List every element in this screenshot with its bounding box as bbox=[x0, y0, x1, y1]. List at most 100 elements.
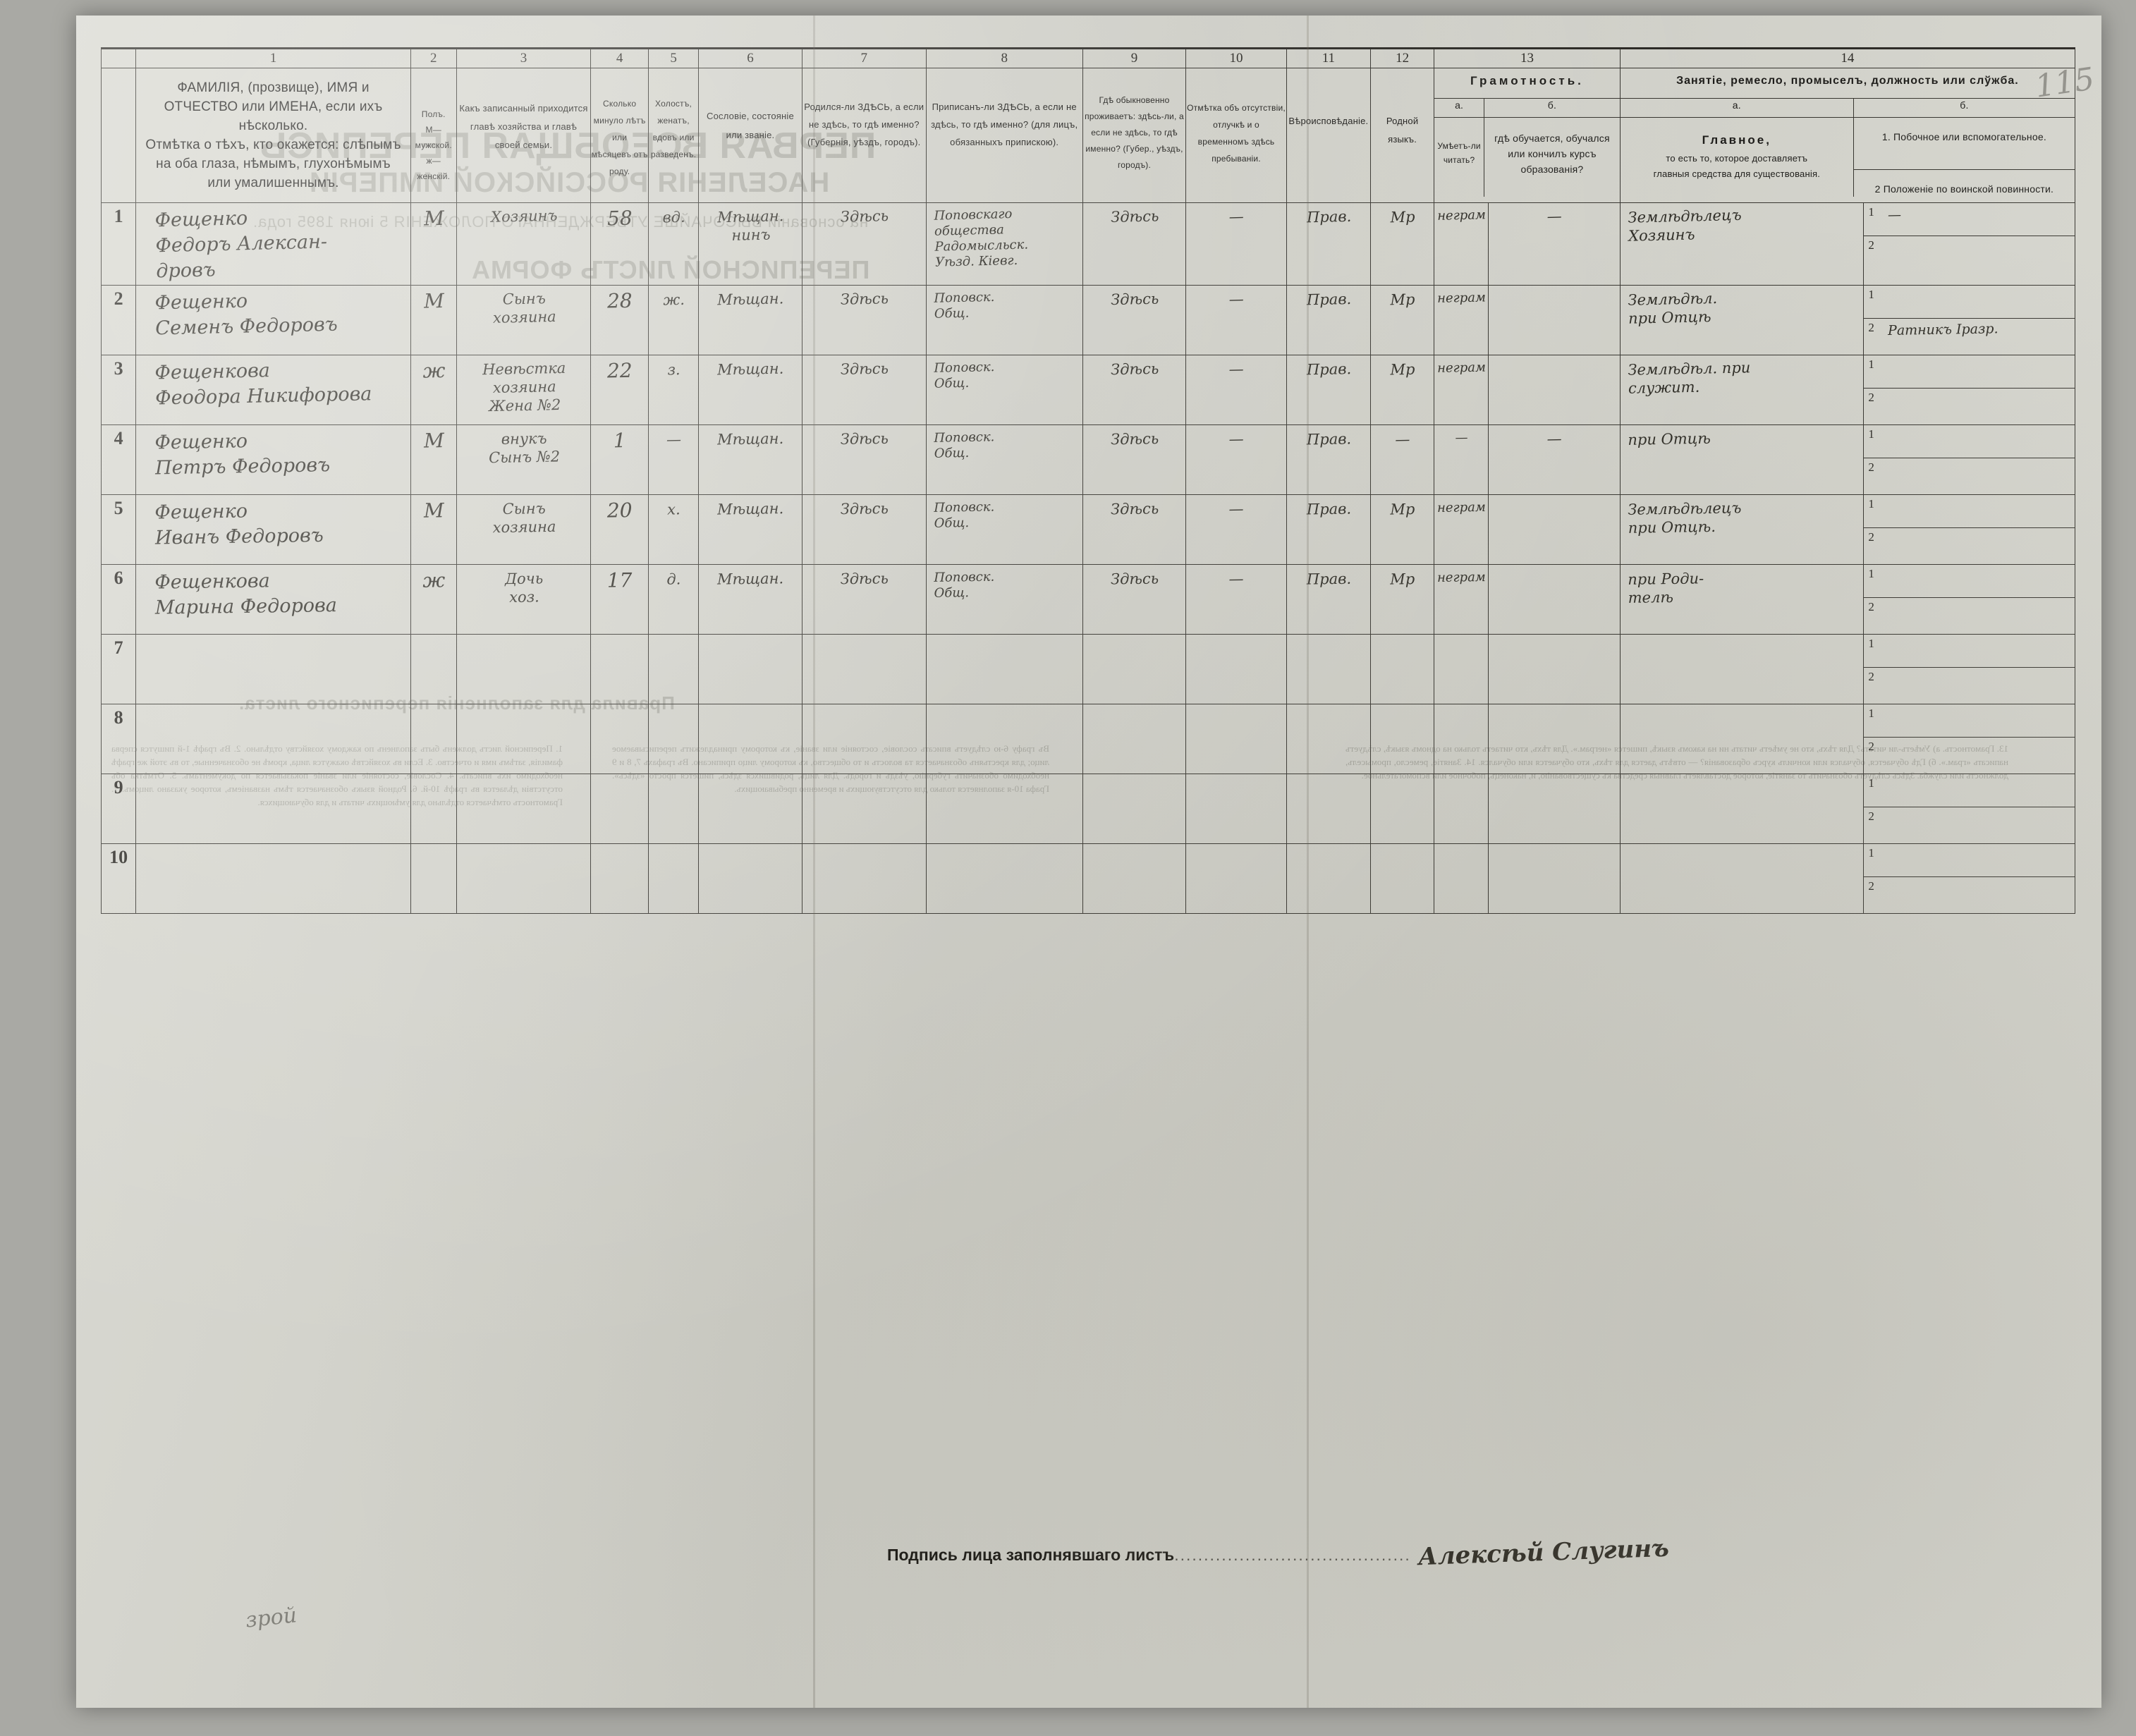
signature-dots: ........................................ bbox=[1174, 1546, 1411, 1564]
cell-religion: Прав. bbox=[1286, 424, 1372, 495]
cell-relation: внукъ Сынъ №2 bbox=[456, 424, 592, 495]
cell-age-value bbox=[591, 704, 648, 710]
cell-religion bbox=[1286, 704, 1372, 774]
census-table: 1 2 3 4 5 6 7 8 9 10 11 12 13 14 ФАМИЛІЯ… bbox=[100, 47, 2076, 914]
cell-absence: — bbox=[1185, 494, 1287, 565]
cell-occupation-aux: 1 bbox=[1864, 774, 2075, 807]
cell-absence-value: — bbox=[1228, 500, 1245, 518]
cell-estate bbox=[698, 704, 802, 774]
cell-ascribed-value bbox=[927, 703, 1082, 710]
cell-occupation-main bbox=[1619, 704, 1865, 774]
cell-estate bbox=[698, 843, 802, 914]
cell-ascribed-value: Поповскаго общества Радомысльск. Уѣзд. К… bbox=[933, 207, 1029, 270]
cell-estate bbox=[698, 634, 802, 704]
cell-occupation-main: Землѣдѣл. при служит. bbox=[1619, 355, 1865, 425]
cell-occupation-main: Землѣдѣлецъ Хозяинъ bbox=[1619, 202, 1865, 286]
cell-occupation-main bbox=[1619, 843, 1865, 914]
colnum-5: 5 bbox=[647, 47, 700, 68]
cell-name-value: Фещенко Иванъ Федоровъ bbox=[154, 500, 324, 549]
cell-relation: Невѣстка хозяина Жена №2 bbox=[456, 355, 592, 425]
cell-occupation-aux-value bbox=[1864, 632, 2075, 639]
cell-absence: — bbox=[1185, 285, 1287, 355]
colnum-11: 11 bbox=[1286, 47, 1372, 68]
cell-language: — bbox=[1370, 424, 1435, 495]
table-row: 2 Фещенко Семенъ Федоровъ М Сынъ хозяина 28 ж… bbox=[100, 283, 2075, 355]
cell-resides bbox=[1082, 634, 1187, 704]
cell-relation: Хозяинъ bbox=[456, 202, 592, 286]
cell-literacy-school-value: — bbox=[1546, 207, 1563, 225]
cell-occupation-main bbox=[1619, 634, 1865, 704]
header-col12: Родной языкъ. bbox=[1370, 68, 1435, 203]
cell-relation-value: Дочь хоз. bbox=[504, 570, 544, 606]
cell-resides: Здѣсь bbox=[1082, 355, 1187, 425]
cell-estate-value: Мѣщан. bbox=[717, 570, 784, 588]
cell-sex-value bbox=[411, 774, 456, 780]
cell-absence: — bbox=[1185, 202, 1287, 286]
military-index-label: 2 bbox=[1868, 809, 1874, 823]
colnum-6: 6 bbox=[698, 47, 802, 68]
colnum-9: 9 bbox=[1082, 47, 1187, 68]
cell-language: Мр bbox=[1370, 564, 1435, 635]
cell-age: 17 bbox=[590, 564, 649, 635]
cell-absence: — bbox=[1185, 564, 1287, 635]
cell-ascribed bbox=[925, 843, 1083, 914]
census-sheet: ПЕРВАЯ ВСЕОБЩАЯ ПЕРЕПИСЬ НАСЕЛЕНІЯ РОССІ… bbox=[76, 16, 2101, 1708]
cell-ascribed: Поповск. Общ. bbox=[925, 494, 1083, 565]
aux-index-label: 1 bbox=[1868, 707, 1874, 720]
cell-language-value bbox=[1371, 634, 1434, 640]
header-rownum bbox=[100, 68, 137, 203]
cell-resides bbox=[1082, 843, 1187, 914]
cell-language-value: Мр bbox=[1390, 291, 1415, 309]
cell-military: 2 bbox=[1864, 877, 2075, 910]
cell-sex bbox=[410, 704, 457, 774]
cell-religion-value: Прав. bbox=[1306, 360, 1352, 379]
cell-language-value: Мр bbox=[1390, 501, 1415, 518]
colnum-2: 2 bbox=[410, 47, 457, 68]
cell-occupation-aux-value bbox=[1864, 283, 2075, 290]
cell-sex: ж bbox=[410, 564, 457, 635]
cell-marital-value bbox=[649, 843, 698, 850]
header-col14-group: Занятіе, ремесло, промыселъ, должность и… bbox=[1619, 68, 2076, 203]
cell-occupation-aux: 1 bbox=[1864, 844, 2075, 877]
cell-literacy-school bbox=[1488, 774, 1621, 844]
cell-resides bbox=[1082, 704, 1187, 774]
cell-born bbox=[801, 774, 927, 844]
cell-sex bbox=[410, 774, 457, 844]
aux-index-label: 1 bbox=[1868, 427, 1874, 441]
cell-name bbox=[135, 774, 411, 844]
cell-born: Здѣсь bbox=[801, 355, 927, 425]
cell-born bbox=[801, 634, 927, 704]
cell-age: 20 bbox=[590, 494, 649, 565]
cell-resides-value bbox=[1083, 774, 1186, 780]
cell-relation-value bbox=[457, 703, 591, 710]
cell-ascribed: Поповск. Общ. bbox=[925, 564, 1083, 635]
cell-absence-value: — bbox=[1228, 570, 1244, 588]
cell-born-value: Здѣсь bbox=[840, 207, 889, 226]
cell-language: Мр bbox=[1370, 202, 1435, 286]
cell-relation-value: Хозяинъ bbox=[490, 207, 558, 226]
margin-annotation: зрой bbox=[244, 1603, 298, 1633]
cell-estate: Мѣщан. bbox=[698, 424, 802, 495]
cell-resides: Здѣсь bbox=[1082, 564, 1187, 635]
cell-literacy-school-value bbox=[1489, 493, 1620, 501]
cell-military-value: Ратникъ Iразр. bbox=[1888, 321, 1999, 339]
cell-occupation-main bbox=[1619, 774, 1865, 844]
cell-literacy-read-value: неграм bbox=[1437, 207, 1487, 224]
cell-resides-value: Здѣсь bbox=[1110, 360, 1159, 379]
cell-occupation-main-value: при Роди- телѣ bbox=[1627, 570, 1704, 606]
cell-occupation-aux-value bbox=[1864, 423, 2075, 429]
cell-born: Здѣсь bbox=[801, 564, 927, 635]
cell-name-value: Фещенко Федоръ Алексан- дровъ bbox=[154, 207, 328, 283]
cell-marital bbox=[647, 704, 700, 774]
cell-literacy-school-value bbox=[1489, 774, 1619, 780]
cell-literacy-read-value: — bbox=[1455, 430, 1468, 446]
cell-age bbox=[590, 843, 649, 914]
cell-literacy-school-value bbox=[1489, 633, 1619, 640]
cell-sex-value: ж bbox=[422, 359, 446, 383]
header-col14a-letter: а. bbox=[1621, 99, 1854, 117]
cell-age-value: 17 bbox=[606, 568, 633, 592]
colnum-8: 8 bbox=[925, 47, 1083, 68]
